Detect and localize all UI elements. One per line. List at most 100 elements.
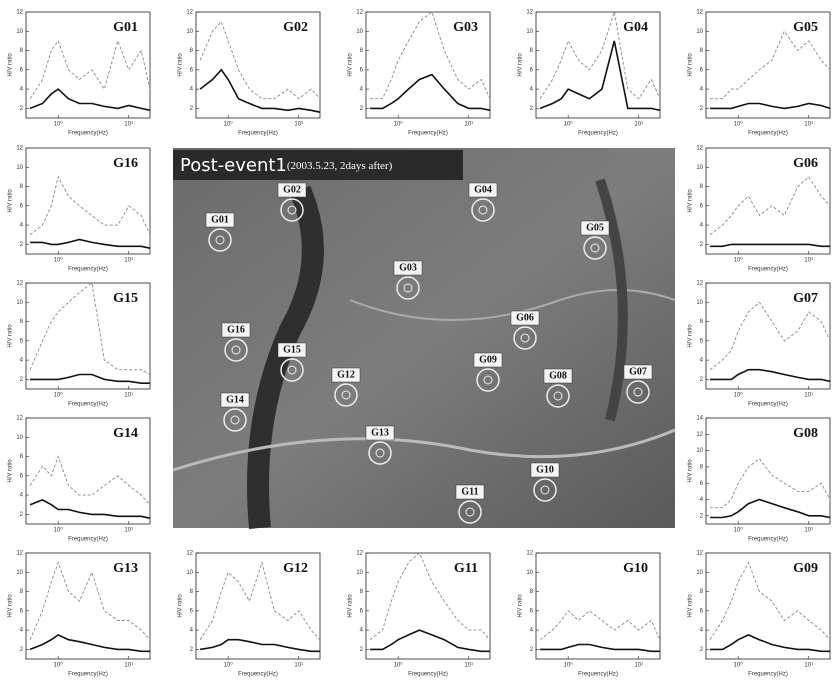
panel: 2 4 6 8 10 12 14 10⁰ 10¹ Frequency(Hz) H/V ratio G0… xyxy=(688,416,831,543)
y-tick-label: 8 xyxy=(700,465,704,471)
y-tick-label: 2 xyxy=(20,106,24,112)
station-label-box xyxy=(543,368,573,384)
station-label-box xyxy=(277,342,307,358)
y-tick-label: 6 xyxy=(190,608,194,614)
x-tick-label: 10⁰ xyxy=(54,662,64,669)
series-line xyxy=(29,88,151,112)
y-tick-label: 10 xyxy=(696,448,703,454)
y-tick-label: 2 xyxy=(360,106,364,112)
y-tick-label: 12 xyxy=(696,10,703,16)
series-line xyxy=(369,552,491,641)
station-marker xyxy=(465,507,475,517)
y-tick-label: 8 xyxy=(20,184,24,190)
y-tick-label: 6 xyxy=(700,608,704,614)
y-tick-label: 6 xyxy=(700,338,704,344)
x-axis-label: Frequency(Hz) xyxy=(238,131,278,137)
x-tick-label: 10⁰ xyxy=(734,121,744,128)
y-tick-label: 12 xyxy=(186,551,193,557)
y-tick-label: 6 xyxy=(360,67,364,73)
x-axis-label: Frequency(Hz) xyxy=(748,672,788,678)
map: Post-event1(2003.5.23, 2days after) G01 G… xyxy=(172,148,676,530)
y-axis-label: H/V ratio xyxy=(178,594,184,618)
station-label: G04 xyxy=(474,184,492,195)
y-axis-label: H/V ratio xyxy=(688,594,694,618)
panel-title: G06 xyxy=(793,156,818,171)
y-axis-label: H/V ratio xyxy=(8,189,14,213)
plot-frame xyxy=(365,11,491,119)
station-marker xyxy=(458,500,482,524)
y-tick-label: 2 xyxy=(20,242,24,248)
series-line xyxy=(709,176,831,236)
x-tick-label: 10⁰ xyxy=(564,662,574,669)
x-axis-label: Frequency(Hz) xyxy=(408,131,448,137)
y-tick-label: 6 xyxy=(700,481,704,487)
y-tick-label: 12 xyxy=(16,551,23,557)
station-label: G11 xyxy=(461,486,478,497)
y-tick-label: 6 xyxy=(700,203,704,209)
x-axis-label: Frequency(Hz) xyxy=(578,672,618,678)
panel-title: G15 xyxy=(113,291,138,306)
y-tick-label: 8 xyxy=(700,589,704,595)
y-tick-label: 4 xyxy=(20,628,24,634)
y-tick-label: 10 xyxy=(186,29,193,35)
x-axis-label: Frequency(Hz) xyxy=(748,131,788,137)
series-line xyxy=(29,175,151,236)
x-axis-label: Frequency(Hz) xyxy=(748,537,788,543)
plot-frame xyxy=(195,11,321,119)
y-axis-label: H/V ratio xyxy=(688,459,694,483)
x-tick-label: 10¹ xyxy=(804,528,813,534)
series-line xyxy=(710,634,830,653)
station-marker xyxy=(287,205,297,215)
panel-title: G03 xyxy=(453,20,478,35)
y-tick-label: 10 xyxy=(16,435,23,441)
station-label-box xyxy=(393,260,423,276)
y-tick-label: 8 xyxy=(700,48,704,54)
y-tick-label: 10 xyxy=(696,300,703,306)
y-tick-label: 2 xyxy=(190,647,194,653)
series-line xyxy=(30,373,150,384)
y-tick-label: 6 xyxy=(20,338,24,344)
x-tick-label: 10¹ xyxy=(124,528,133,534)
station-marker xyxy=(478,205,488,215)
panel: 2 4 6 8 10 12 10⁰ 10¹ Frequency(Hz) H/V ratio G07 xyxy=(688,281,831,408)
y-tick-label: 12 xyxy=(356,10,363,16)
station-marker xyxy=(223,408,247,432)
series-line xyxy=(199,20,321,100)
y-tick-label: 10 xyxy=(186,570,193,576)
panel-title: G09 xyxy=(793,561,818,576)
y-tick-label: 8 xyxy=(700,319,704,325)
panel: 2 4 6 8 10 12 10⁰ 10¹ Frequency(Hz) H/V ratio G10 xyxy=(518,551,661,678)
y-tick-label: 12 xyxy=(696,551,703,557)
y-tick-label: 4 xyxy=(190,87,194,93)
series-line xyxy=(370,629,490,653)
x-tick-label: 10¹ xyxy=(634,122,643,128)
y-tick-label: 6 xyxy=(20,203,24,209)
station-label-box xyxy=(468,182,498,198)
y-tick-label: 12 xyxy=(186,10,193,16)
x-tick-label: 10¹ xyxy=(804,663,813,669)
panel-title: G10 xyxy=(623,561,648,576)
panel: 2 4 6 8 10 12 10⁰ 10¹ Frequency(Hz) H/V ratio G05 xyxy=(688,10,831,137)
panel: 2 4 6 8 10 12 10⁰ 10¹ Frequency(Hz) H/V ratio G03 xyxy=(348,10,491,137)
station-label: G15 xyxy=(283,344,301,355)
y-tick-label: 2 xyxy=(700,242,704,248)
y-tick-label: 2 xyxy=(530,647,534,653)
station-marker xyxy=(590,243,600,253)
station-marker xyxy=(583,236,607,260)
x-tick-label: 10⁰ xyxy=(224,662,234,669)
y-tick-label: 8 xyxy=(20,454,24,460)
panel-title: G12 xyxy=(283,561,308,576)
series-line xyxy=(710,458,831,509)
y-tick-label: 10 xyxy=(526,570,533,576)
station-label: G05 xyxy=(586,222,604,233)
station-marker xyxy=(215,235,225,245)
station-label: G13 xyxy=(371,427,389,438)
panel-title: G04 xyxy=(623,20,648,35)
y-tick-label: 12 xyxy=(16,10,23,16)
station-marker xyxy=(287,365,297,375)
panel: 2 4 6 8 10 12 10⁰ 10¹ Frequency(Hz) H/V ratio G12 xyxy=(178,551,321,678)
y-tick-label: 12 xyxy=(16,416,23,422)
station-marker xyxy=(633,387,643,397)
y-axis-label: H/V ratio xyxy=(688,53,694,77)
panel: 2 4 6 8 10 12 10⁰ 10¹ Frequency(Hz) H/V ratio G06 xyxy=(688,146,831,273)
